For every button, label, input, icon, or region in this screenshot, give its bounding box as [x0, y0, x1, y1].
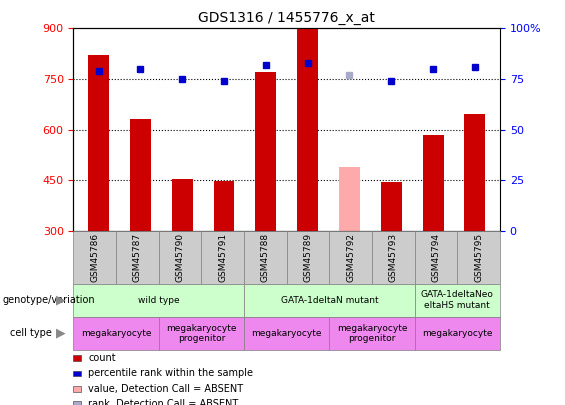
Bar: [255, 72, 276, 231]
Text: GSM45793: GSM45793: [389, 232, 398, 282]
Text: GSM45790: GSM45790: [176, 232, 185, 282]
Text: megakaryocyte
progenitor: megakaryocyte progenitor: [337, 324, 407, 343]
Bar: [88, 55, 109, 231]
Text: GSM45795: GSM45795: [474, 232, 483, 282]
Text: GSM45791: GSM45791: [218, 232, 227, 282]
Text: percentile rank within the sample: percentile rank within the sample: [88, 369, 253, 378]
Text: GATA-1deltaN mutant: GATA-1deltaN mutant: [281, 296, 378, 305]
Text: megakaryocyte: megakaryocyte: [81, 329, 151, 338]
Bar: [130, 119, 151, 231]
Text: GATA-1deltaNeo
eltaHS mutant: GATA-1deltaNeo eltaHS mutant: [421, 290, 494, 310]
Bar: [297, 28, 318, 231]
Text: megakaryocyte
progenitor: megakaryocyte progenitor: [166, 324, 237, 343]
Text: ▶: ▶: [56, 327, 66, 340]
Bar: [339, 167, 360, 231]
Text: ▶: ▶: [56, 294, 66, 307]
Text: value, Detection Call = ABSENT: value, Detection Call = ABSENT: [88, 384, 244, 394]
Text: GSM45789: GSM45789: [303, 232, 312, 282]
Bar: [423, 134, 444, 231]
Text: genotype/variation: genotype/variation: [3, 295, 95, 305]
Text: GSM45788: GSM45788: [261, 232, 270, 282]
Text: GSM45787: GSM45787: [133, 232, 142, 282]
Bar: [214, 181, 234, 231]
Bar: [172, 179, 193, 231]
Bar: [381, 182, 402, 231]
Text: GSM45792: GSM45792: [346, 233, 355, 281]
Text: GSM45794: GSM45794: [432, 233, 441, 281]
Text: wild type: wild type: [138, 296, 180, 305]
Bar: [464, 115, 485, 231]
Text: GSM45786: GSM45786: [90, 232, 99, 282]
Title: GDS1316 / 1455776_x_at: GDS1316 / 1455776_x_at: [198, 11, 375, 25]
Text: megakaryocyte: megakaryocyte: [251, 329, 322, 338]
Text: count: count: [88, 353, 116, 363]
Text: cell type: cell type: [10, 328, 52, 338]
Text: megakaryocyte: megakaryocyte: [422, 329, 493, 338]
Text: rank, Detection Call = ABSENT: rank, Detection Call = ABSENT: [88, 399, 238, 405]
